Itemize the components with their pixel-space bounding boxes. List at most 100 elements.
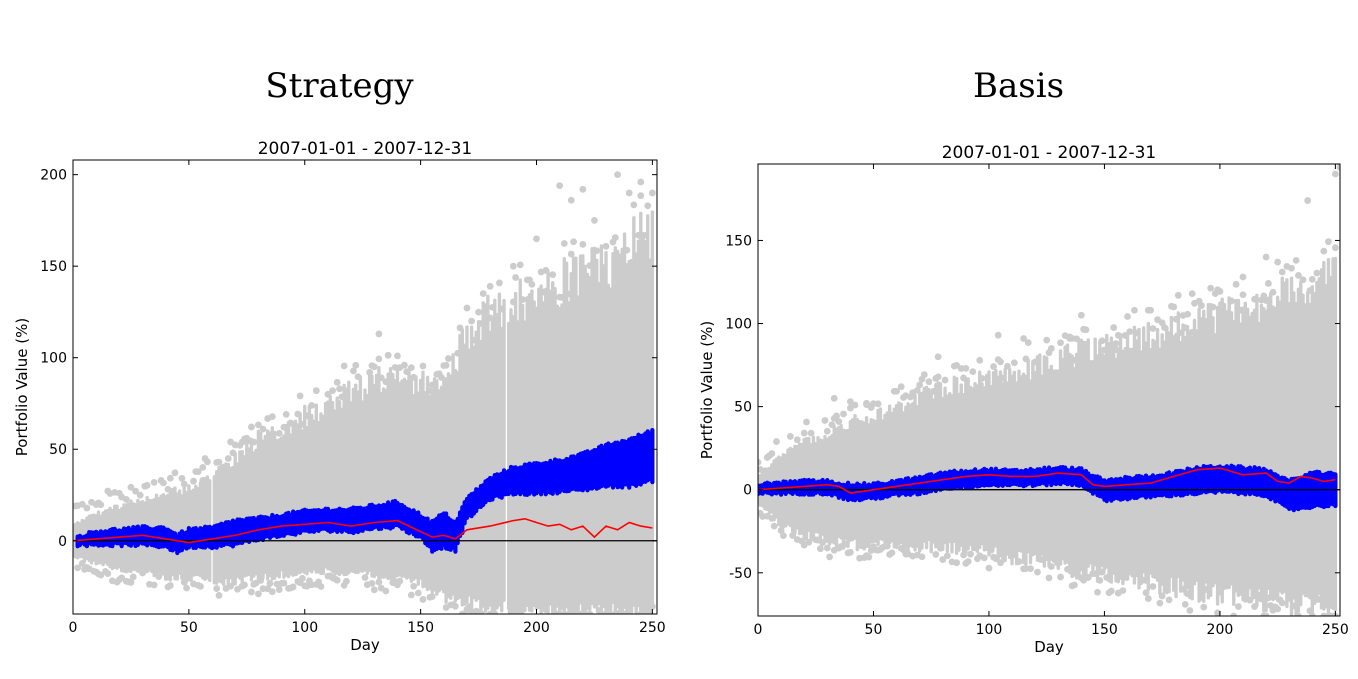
simulation-point <box>1235 603 1242 610</box>
simulation-point <box>824 545 831 552</box>
x-tick-label: 0 <box>69 620 78 636</box>
simulation-outlier <box>227 439 234 446</box>
x-tick-label: 200 <box>523 620 550 636</box>
simulation-point <box>817 545 824 552</box>
simulation-point <box>452 603 459 610</box>
simulation-outlier <box>649 190 656 197</box>
simulation-point <box>172 469 179 476</box>
simulation-outlier <box>556 182 563 189</box>
simulation-point <box>408 364 415 371</box>
simulation-point <box>225 455 232 462</box>
simulation-outlier <box>336 385 343 392</box>
simulation-point <box>1096 577 1103 584</box>
x-tick-label: 200 <box>1207 622 1234 638</box>
simulation-point <box>822 417 829 424</box>
simulation-point <box>826 554 833 561</box>
simulation-point <box>371 586 378 593</box>
simulation-point <box>97 501 104 508</box>
simulation-outlier <box>831 395 838 402</box>
simulation-point <box>997 358 1004 365</box>
simulation-outlier <box>1113 340 1120 347</box>
simulation-outlier <box>1147 307 1154 314</box>
simulation-point <box>512 274 519 281</box>
simulation-point <box>579 241 586 248</box>
simulation-point <box>352 362 359 369</box>
simulation-point <box>847 549 854 556</box>
simulation-point <box>443 362 450 369</box>
simulation-point <box>1320 248 1327 255</box>
simulation-outlier <box>487 283 494 290</box>
simulation-point <box>1156 600 1163 607</box>
y-axis-label: Portfolio Value (%) <box>698 321 716 459</box>
simulation-point <box>1332 244 1339 251</box>
simulation-point <box>1240 291 1247 298</box>
simulation-outlier <box>1332 171 1339 178</box>
simulation-point <box>1150 583 1157 590</box>
simulation-point <box>824 428 831 435</box>
simulation-point <box>1325 238 1332 245</box>
simulation-outlier <box>626 190 633 197</box>
simulation-point <box>794 436 801 443</box>
y-tick-label: 100 <box>40 351 67 367</box>
simulation-point <box>780 532 787 539</box>
simulation-outlier <box>579 186 586 193</box>
simulation-point <box>250 439 257 446</box>
simulation-point <box>190 478 197 485</box>
simulation-point <box>410 583 417 590</box>
simulation-point <box>1048 345 1055 352</box>
simulation-point <box>283 411 290 418</box>
simulation-point <box>561 240 568 247</box>
simulation-point <box>768 450 775 457</box>
simulation-point <box>280 580 287 587</box>
x-tick-label: 250 <box>1322 622 1349 638</box>
simulation-point <box>921 371 928 378</box>
simulation-point <box>986 565 993 572</box>
x-axis-label: Day <box>1034 638 1064 656</box>
simulation-point <box>981 555 988 562</box>
simulation-point <box>1094 589 1101 596</box>
simulation-point <box>475 309 482 316</box>
simulation-outlier <box>394 352 401 359</box>
simulation-point <box>1057 339 1064 346</box>
simulation-point <box>1228 298 1235 305</box>
plot-area <box>755 164 1344 619</box>
simulation-point <box>1048 563 1055 570</box>
y-tick-label: 0 <box>743 483 752 499</box>
simulation-point <box>420 363 427 370</box>
simulation-point <box>496 280 503 287</box>
simulation-point <box>183 585 190 592</box>
simulation-point <box>1270 289 1277 296</box>
simulation-outlier <box>366 369 373 376</box>
simulation-point <box>771 523 778 530</box>
simulation-point <box>1184 311 1191 318</box>
x-tick-label: 150 <box>407 620 434 636</box>
simulation-point <box>213 585 220 592</box>
simulation-point <box>197 583 204 590</box>
simulation-point <box>318 583 325 590</box>
simulation-point <box>1300 276 1307 283</box>
simulation-outlier <box>898 383 905 390</box>
y-tick-label: 150 <box>725 233 752 249</box>
simulation-outlier <box>313 387 320 394</box>
simulation-outlier <box>614 171 621 178</box>
simulation-point <box>1124 313 1131 320</box>
simulation-outlier <box>468 318 475 325</box>
simulation-point <box>382 588 389 595</box>
simulation-outlier <box>1170 304 1177 311</box>
simulation-outlier <box>644 202 651 209</box>
simulation-point <box>1279 600 1286 607</box>
simulation-point <box>1071 582 1078 589</box>
x-tick-label: 50 <box>865 622 883 638</box>
simulation-outlier <box>1240 274 1247 281</box>
simulation-point <box>216 592 223 599</box>
simulation-point <box>130 574 137 581</box>
simulation-outlier <box>199 477 206 484</box>
simulation-point <box>919 553 926 560</box>
simulation-point <box>1083 326 1090 333</box>
simulation-point <box>396 578 403 585</box>
y-tick-label: 150 <box>40 259 67 275</box>
simulation-point <box>371 363 378 370</box>
simulation-point <box>248 424 255 431</box>
basis-panel: Basis 0 50 100 150 200 250 -50 0 50 100 150 2007-01… <box>679 0 1358 679</box>
simulation-point <box>935 374 942 381</box>
